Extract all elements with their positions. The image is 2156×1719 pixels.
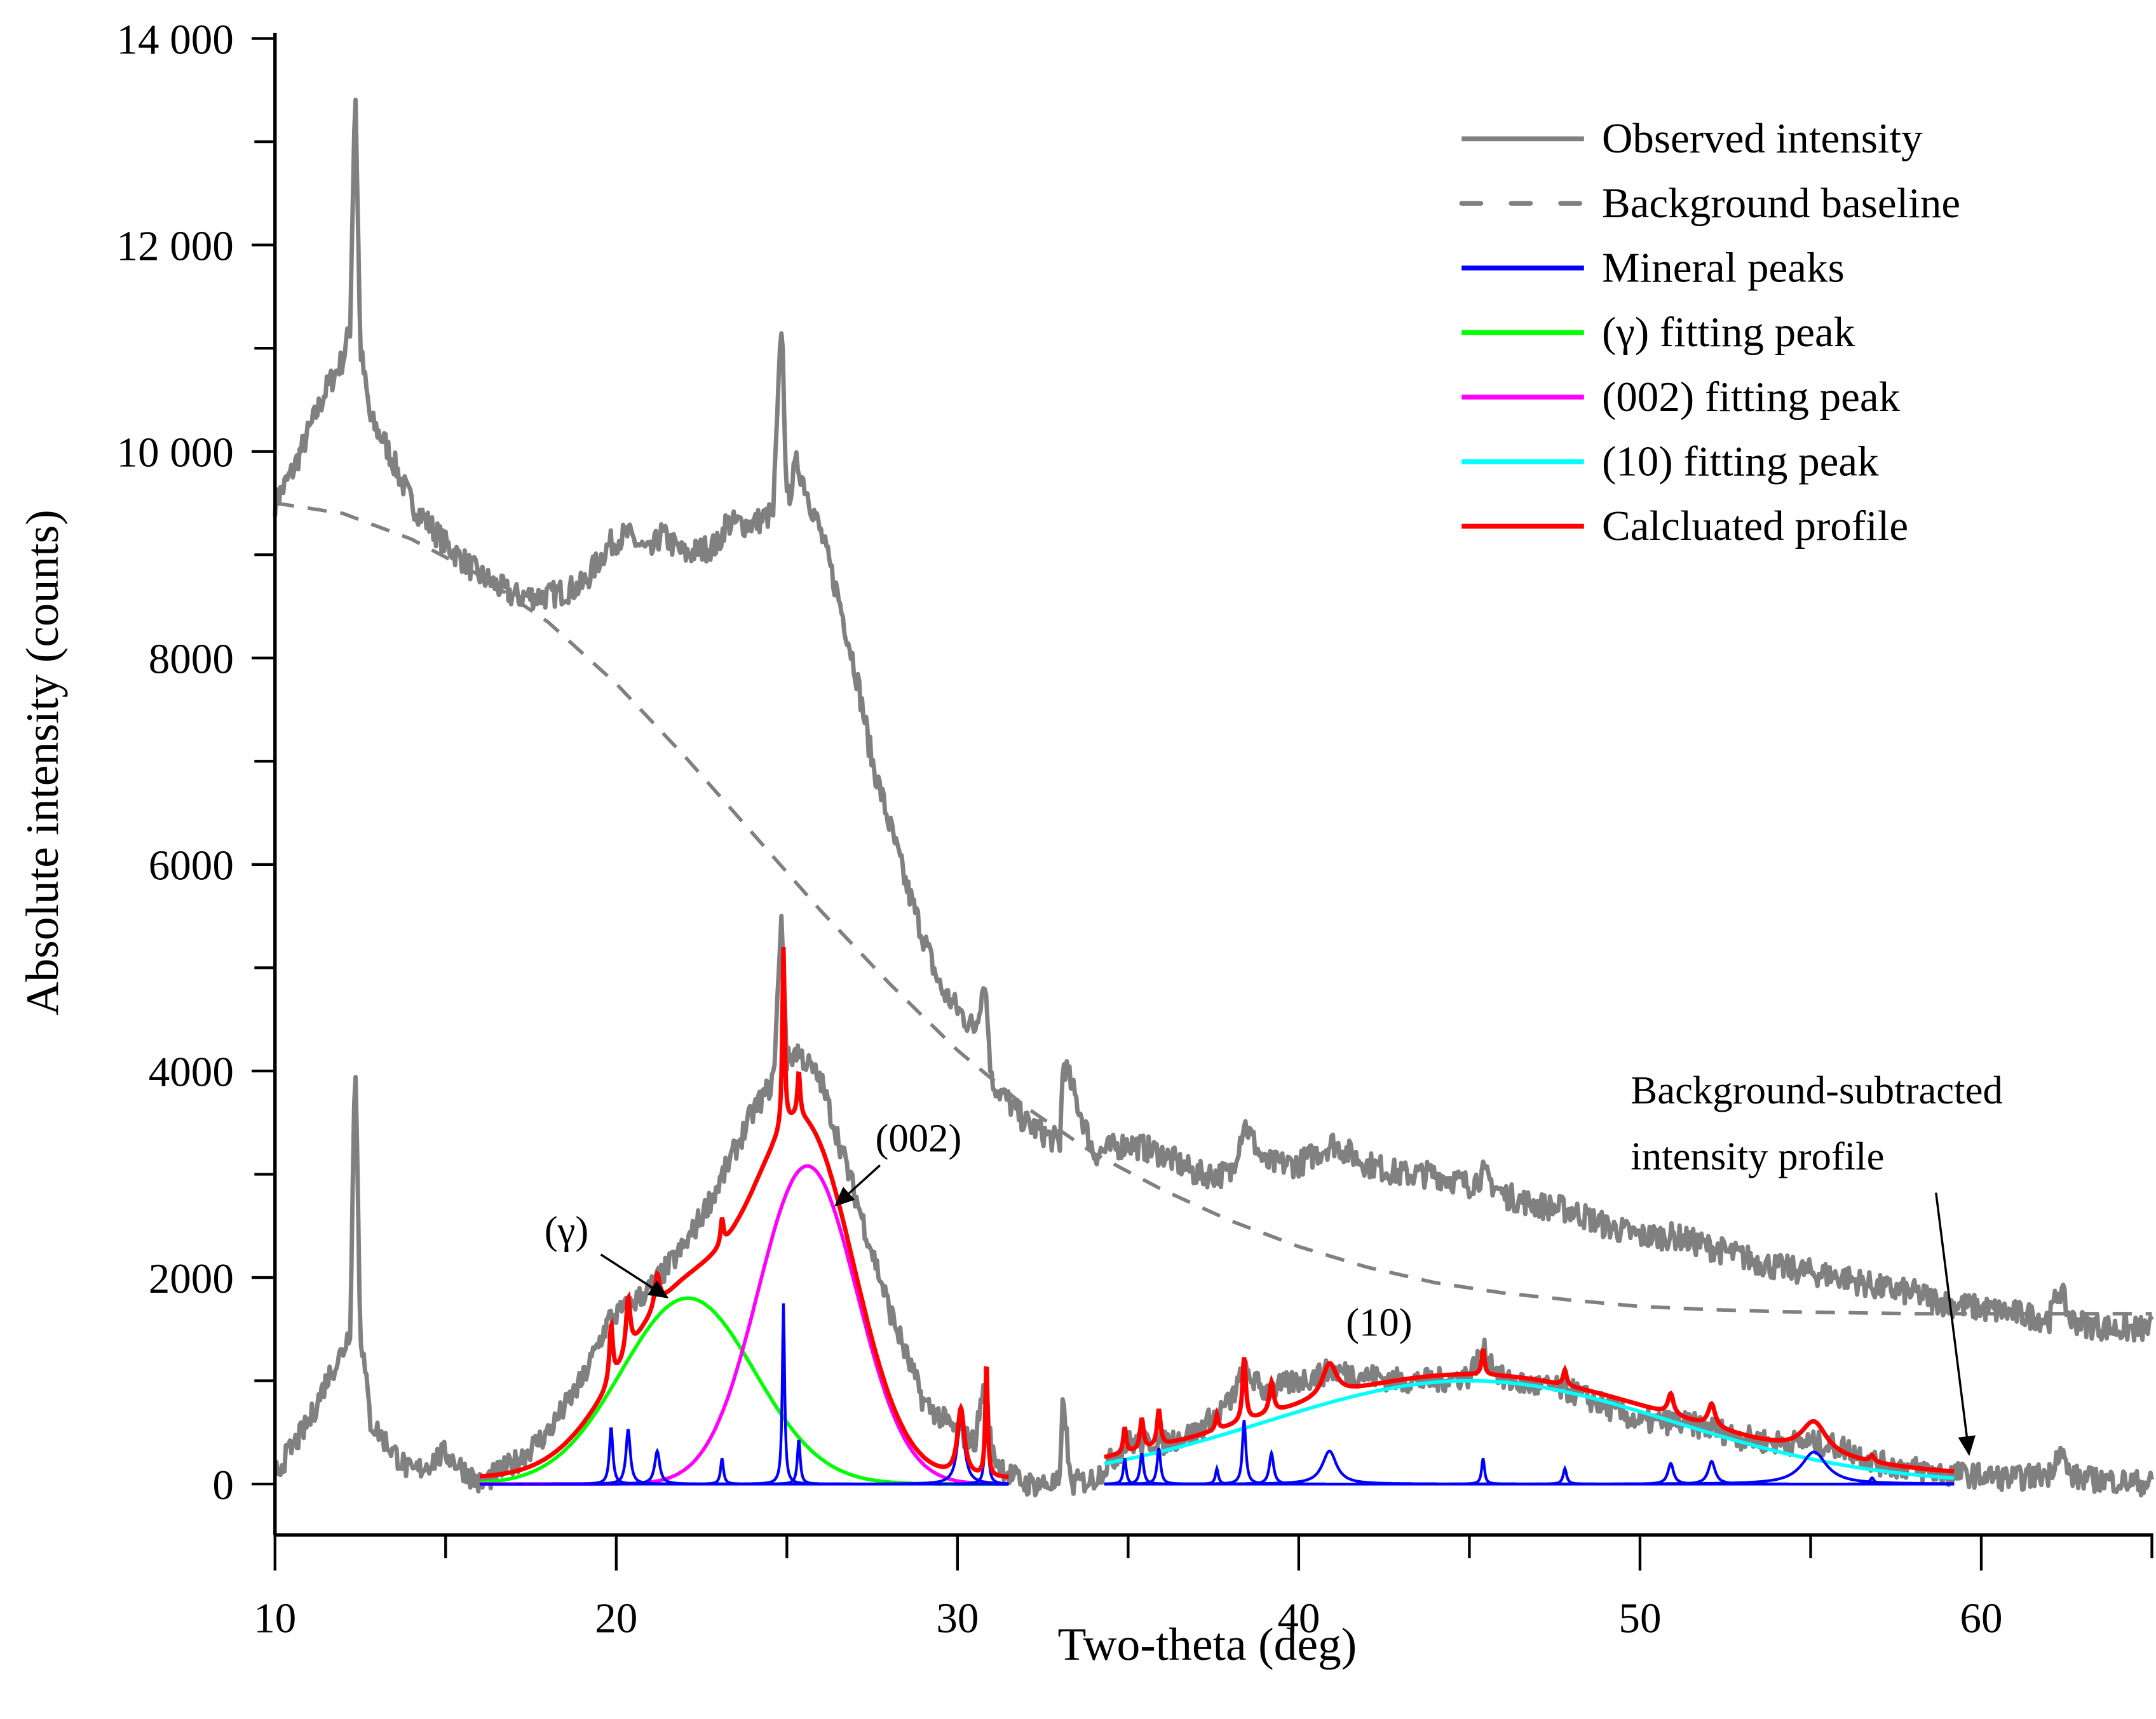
y-tick-label: 10 000: [116, 429, 233, 476]
x-tick-label: 40: [1277, 1594, 1320, 1642]
y-tick-label: 4000: [149, 1048, 234, 1096]
mineral-peak-7: [479, 1375, 1009, 1486]
gamma-fitting-peak-line: [479, 1296, 1009, 1486]
x-ticks: 10 20 30 40 50 60: [254, 1535, 2153, 1642]
legend-label: (002) fitting peak: [1602, 373, 1901, 421]
y-tick-label: 8000: [149, 635, 234, 683]
mineral-peak-19: [1104, 1450, 1955, 1486]
legend-label: Mineral peaks: [1602, 243, 1845, 291]
legend-label: Observed intensity: [1602, 114, 1923, 162]
y-axis-title: Absolute intensity (counts): [16, 509, 68, 1016]
calculated-profile-line-1: [1104, 1348, 1955, 1474]
x-tick-label: 20: [595, 1594, 637, 1642]
y-tick-label: 6000: [149, 842, 234, 889]
mineral-peak-13: [1104, 1448, 1955, 1486]
background-subtracted-line: [273, 913, 2154, 1498]
axes: [273, 32, 2153, 1537]
legend-label: Background baseline: [1602, 179, 1960, 227]
x-tick-label: 10: [254, 1594, 296, 1642]
legend: Observed intensity Background baseline Min…: [1459, 114, 1960, 549]
mineral-peak-20: [1104, 1476, 1955, 1486]
annotation-label: (10): [1346, 1300, 1413, 1345]
mineral-peak-9: [1104, 1452, 1955, 1486]
annotation-arrow: [834, 1164, 881, 1207]
calculated-profile-line-0: [479, 947, 1009, 1480]
annotation-arrow: [600, 1253, 669, 1298]
mineral-peak-14: [1104, 1449, 1955, 1486]
plot-lines: [273, 97, 2154, 1498]
legend-label: (10) fitting peak: [1602, 437, 1879, 485]
annotation-label: intensity profile: [1631, 1134, 1884, 1178]
observed-intensity-line: [273, 97, 2154, 1343]
annotation-arrow: [1935, 1192, 1976, 1456]
annotations: (γ) (002) (10) Background-subtracted intensi…: [545, 1068, 2003, 1456]
x-tick-label: 50: [1618, 1594, 1661, 1642]
x-tick-label: 30: [936, 1594, 979, 1642]
y-ticks: 0 2000 4000 6000 8000 10 000 12 000 14 000: [116, 15, 275, 1509]
annotation-label: Background-subtracted: [1631, 1068, 2002, 1112]
y-tick-label: 2000: [149, 1255, 234, 1302]
annotation-label: (002): [876, 1116, 962, 1161]
y-tick-label: 12 000: [116, 222, 233, 269]
annotation-label: (γ): [545, 1208, 589, 1253]
legend-label: (γ) fitting peak: [1602, 308, 1855, 356]
x-axis-title: Two-theta (deg): [1058, 1618, 1357, 1670]
background-baseline-line: [275, 501, 2152, 1316]
y-tick-label: 0: [212, 1461, 234, 1509]
y-tick-label: 14 000: [116, 15, 233, 63]
x-tick-label: 60: [1960, 1594, 2002, 1642]
legend-label: Calcluated profile: [1602, 502, 1908, 549]
